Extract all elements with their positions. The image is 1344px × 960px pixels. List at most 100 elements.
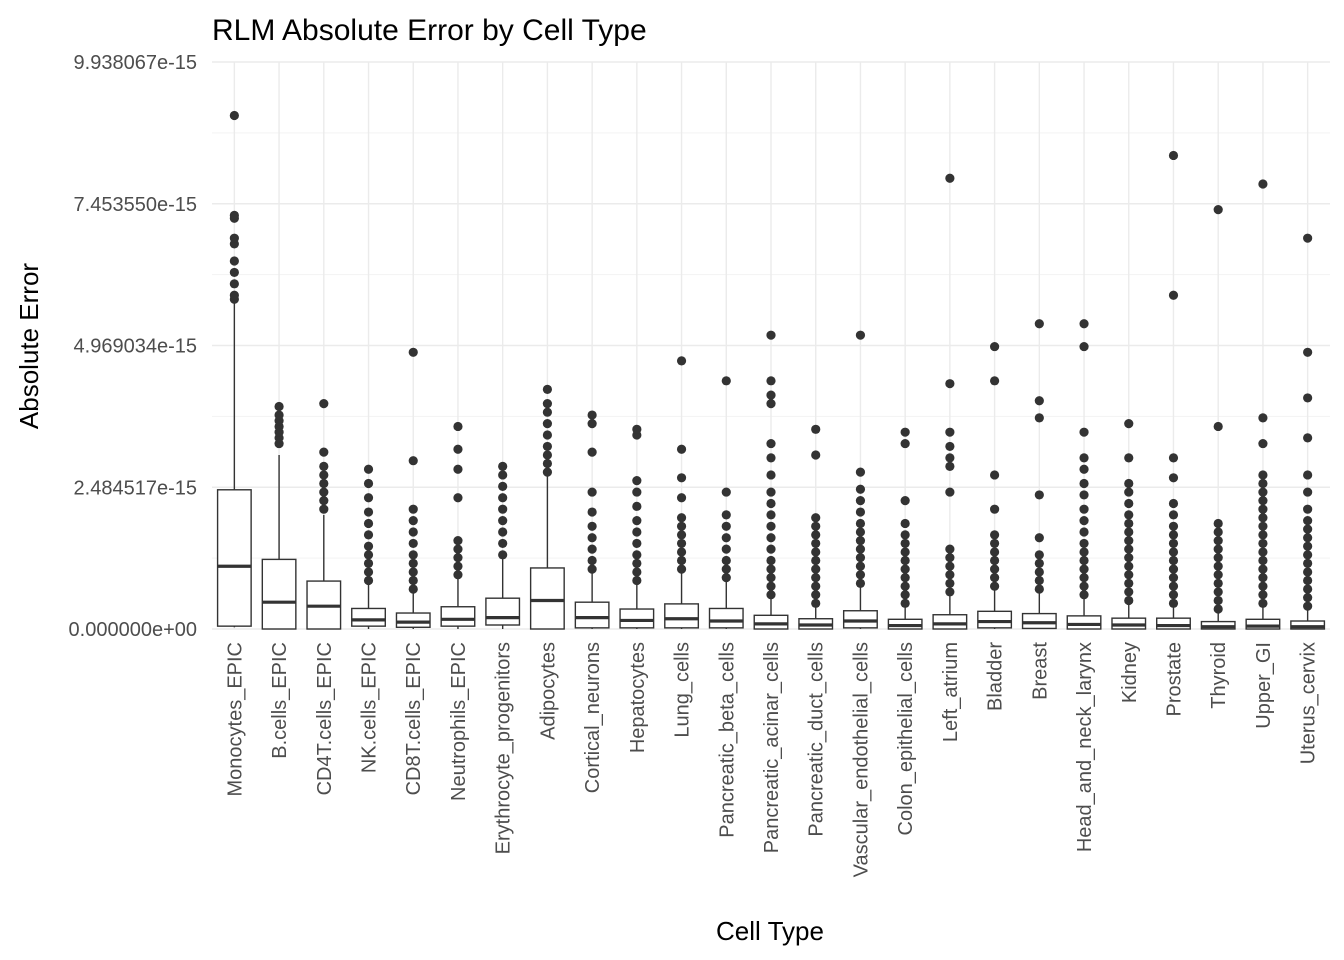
outlier-point [811,530,821,540]
x-tick-label: Cortical_neurons [582,642,604,793]
x-tick-label: Prostate [1163,642,1185,716]
box-iqr [440,606,476,627]
outlier-point [1034,558,1044,568]
outlier-point [1213,570,1223,580]
outlier-point [1303,550,1313,560]
box-group [306,399,342,630]
outlier-point [1258,470,1268,480]
outlier-point [1303,584,1313,594]
outlier-point [498,538,508,549]
outlier-point [1258,555,1268,566]
outlier-point [542,467,553,477]
outlier-point [676,564,687,574]
outlier-point [1303,567,1313,577]
outlier-point [1213,535,1223,546]
outlier-point [676,513,687,523]
outlier-point [1303,347,1313,357]
outlier-point [229,279,239,289]
outlier-point [1034,575,1044,586]
outlier-point [229,267,239,278]
box-group [440,421,476,629]
outlier-point [1213,561,1223,571]
outlier-point [990,504,1000,514]
outlier-point [274,401,284,412]
x-tick-label: Colon_epithelial_cells [895,642,917,835]
outlier-point [408,527,418,537]
outlier-point [1303,470,1313,480]
outlier-point [632,501,642,511]
box-iqr [574,601,610,629]
outlier-point [408,456,418,466]
outlier-point [676,555,687,566]
x-tick-label: Hepatocytes [627,642,649,753]
outlier-point [1168,290,1179,300]
x-tick-label: Left_atrium [940,642,962,742]
outlier-point [676,521,687,531]
outlier-point [945,441,955,452]
outlier-point [811,573,821,583]
outlier-point [721,555,731,566]
x-tick-label: Adipocytes [537,642,559,740]
outlier-point [855,544,866,554]
outlier-point [1303,233,1313,243]
outlier-point [1079,464,1089,474]
outlier-point [542,430,553,440]
outlier-point [1079,319,1089,329]
outlier-point [363,464,374,474]
outlier-point [855,330,866,340]
y-axis-ticks: 0.000000e+00 2.484517e-15 4.969034e-15 7.45… [69,52,197,641]
outlier-point [1168,555,1179,566]
outlier-point [1303,593,1313,603]
outlier-point [1258,438,1268,449]
outlier-point [811,564,821,574]
outlier-point [632,550,642,560]
box-iqr [932,614,968,630]
outlier-point [900,496,910,506]
x-tick-label: CD8T.cells_EPIC [403,642,425,795]
outlier-point [498,461,508,471]
outlier-point [1124,561,1134,571]
outlier-point [766,487,776,497]
outlier-point [408,584,418,594]
outlier-point [542,419,553,429]
box-iqr [395,612,431,628]
outlier-point [1079,490,1089,500]
box-group [977,341,1013,629]
box-iqr [842,610,878,629]
outlier-point [1303,433,1313,443]
outlier-point [1124,570,1134,580]
outlier-point [766,390,776,400]
outlier-point [1124,527,1134,537]
outlier-point [1258,530,1268,540]
outlier-point [990,538,1000,549]
outlier-point [587,521,597,531]
outlier-point [1124,578,1134,588]
outlier-point [632,538,642,549]
box-group [664,356,700,629]
box-group [1111,419,1147,630]
outlier-point [498,493,508,503]
outlier-point [632,558,642,568]
outlier-point [1168,530,1179,540]
outlier-point [676,538,687,549]
outlier-point [319,496,329,506]
outlier-point [721,564,731,574]
box-group [574,410,610,629]
box-group [485,461,521,629]
outlier-point [1168,590,1179,600]
x-axis-ticks: Monocytes_EPIC B.cells_EPIC CD4T.cells_EPI… [224,642,1319,878]
outlier-point [676,444,687,454]
outlier-point [408,575,418,586]
box-group [216,110,252,628]
outlier-point [945,544,955,554]
box-iqr [664,603,700,629]
outlier-point [408,558,418,568]
outlier-point [1124,478,1134,489]
outlier-point [632,424,642,434]
outlier-point [319,470,329,480]
outlier-point [811,424,821,434]
outlier-point [408,538,418,549]
outlier-point [1168,473,1179,483]
box-group [887,427,923,630]
outlier-point [1079,538,1089,549]
